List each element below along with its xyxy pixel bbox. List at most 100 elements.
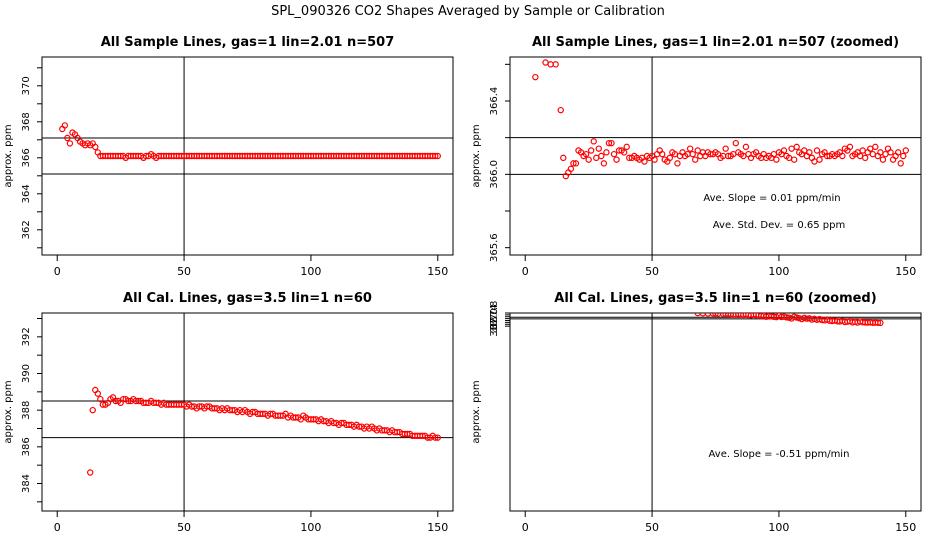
data-point bbox=[582, 150, 590, 158]
figure-title: SPL_090326 CO2 Shapes Averaged by Sample… bbox=[271, 4, 665, 19]
plot-frame bbox=[41, 56, 454, 256]
x-tick-label: 50 bbox=[645, 265, 659, 278]
data-point bbox=[623, 143, 630, 151]
y-tick-label: 366.0 bbox=[489, 160, 500, 189]
data-point bbox=[879, 156, 887, 163]
data-point bbox=[593, 154, 600, 162]
data-point bbox=[712, 313, 719, 317]
x-tick-label: 0 bbox=[54, 521, 61, 534]
data-point bbox=[595, 145, 602, 152]
chart-annotation: Ave. Std. Dev. = 0.65 ppm bbox=[713, 220, 845, 231]
data-point bbox=[608, 139, 615, 147]
chart-sample-lines-zoomed: All Sample Lines, gas=1 lin=2.01 n=507 (… bbox=[471, 35, 922, 278]
data-point bbox=[869, 150, 876, 158]
data-point bbox=[434, 152, 441, 160]
chart-title: All Sample Lines, gas=1 lin=2.01 n=507 bbox=[101, 35, 395, 50]
x-tick-label: 150 bbox=[895, 521, 916, 534]
data-point bbox=[542, 59, 549, 66]
data-point bbox=[567, 165, 575, 173]
x-tick-label: 100 bbox=[300, 521, 321, 534]
panel-sample-lines: All Sample Lines, gas=1 lin=2.01 n=507 0 5… bbox=[0, 28, 468, 284]
data-point bbox=[641, 158, 648, 165]
data-point bbox=[900, 152, 907, 160]
y-tick-label: 387.4 bbox=[489, 304, 500, 333]
data-point bbox=[806, 149, 813, 156]
data-point bbox=[434, 434, 441, 441]
x-tick-label: 50 bbox=[645, 521, 659, 534]
y-tick-label: 366 bbox=[21, 148, 32, 167]
data-point bbox=[790, 156, 798, 163]
y-tick-label: 366.4 bbox=[489, 87, 500, 116]
data-point bbox=[66, 140, 74, 147]
y-axis-label: approx. ppm bbox=[471, 380, 482, 443]
data-point bbox=[813, 147, 821, 154]
panel-sample-lines-zoomed: All Sample Lines, gas=1 lin=2.01 n=507 (… bbox=[468, 28, 936, 284]
plot-frame bbox=[509, 56, 922, 256]
chart-cal-lines: All Cal. Lines, gas=3.5 lin=1 n=60 0 50 100… bbox=[3, 291, 454, 534]
data-point bbox=[572, 160, 580, 167]
data-point bbox=[587, 147, 595, 154]
data-point bbox=[692, 156, 699, 163]
data-point bbox=[882, 150, 889, 158]
data-point bbox=[689, 150, 696, 158]
y-tick-label: 362 bbox=[21, 220, 32, 239]
y-tick-label: 368 bbox=[21, 112, 32, 131]
data-point bbox=[603, 149, 610, 156]
y-tick-label: 390 bbox=[21, 364, 32, 383]
data-point bbox=[64, 134, 71, 142]
data-point bbox=[651, 156, 658, 163]
points-series bbox=[87, 386, 441, 476]
x-tick-label: 100 bbox=[768, 521, 789, 534]
x-tick-label: 150 bbox=[427, 521, 448, 534]
data-point bbox=[61, 122, 69, 129]
y-tick-label: 365.6 bbox=[489, 233, 500, 262]
points-series bbox=[532, 59, 909, 180]
y-axis-label: approx. ppm bbox=[3, 124, 14, 187]
data-point bbox=[432, 152, 439, 160]
data-point bbox=[894, 149, 902, 156]
chart-annotation: Ave. Slope = -0.51 ppm/min bbox=[709, 449, 850, 460]
data-point bbox=[92, 143, 99, 151]
data-point bbox=[89, 406, 96, 414]
data-point bbox=[686, 145, 694, 152]
data-point bbox=[598, 152, 605, 160]
data-point bbox=[605, 139, 613, 147]
data-point bbox=[788, 145, 795, 152]
data-point bbox=[694, 147, 701, 154]
y-tick-label: 388 bbox=[21, 401, 32, 420]
data-point bbox=[816, 156, 823, 163]
y-tick-label: 370 bbox=[21, 76, 32, 95]
data-point bbox=[874, 319, 882, 326]
x-tick-label: 150 bbox=[427, 265, 448, 278]
data-point bbox=[859, 147, 866, 154]
y-tick-label: 392 bbox=[21, 327, 32, 346]
data-point bbox=[861, 154, 869, 162]
data-point bbox=[659, 150, 666, 158]
points-series bbox=[694, 313, 884, 327]
y-axis-label: approx. ppm bbox=[3, 380, 14, 443]
x-tick-label: 0 bbox=[522, 265, 529, 278]
chart-title: All Sample Lines, gas=1 lin=2.01 n=507 (… bbox=[532, 35, 899, 50]
data-point bbox=[722, 145, 729, 152]
data-point bbox=[97, 395, 104, 403]
chart-title: All Cal. Lines, gas=3.5 lin=1 n=60 bbox=[123, 291, 372, 306]
data-point bbox=[780, 147, 788, 154]
data-point bbox=[570, 160, 577, 167]
data-point bbox=[887, 149, 894, 156]
x-tick-label: 100 bbox=[300, 265, 321, 278]
chart-sample-lines: All Sample Lines, gas=1 lin=2.01 n=507 0 5… bbox=[3, 35, 454, 278]
data-point bbox=[846, 143, 854, 151]
chart-title: All Cal. Lines, gas=3.5 lin=1 n=60 (zoom… bbox=[554, 291, 876, 306]
data-point bbox=[742, 143, 750, 151]
data-point bbox=[94, 390, 102, 397]
data-point bbox=[897, 160, 904, 167]
data-point bbox=[839, 152, 846, 160]
data-point bbox=[674, 160, 681, 167]
plot-frame bbox=[509, 312, 922, 512]
y-tick-label: 387.0 bbox=[489, 308, 500, 337]
data-point bbox=[620, 149, 628, 156]
data-point bbox=[87, 469, 94, 476]
x-tick-label: 50 bbox=[177, 265, 191, 278]
data-point bbox=[872, 143, 879, 151]
data-point bbox=[557, 106, 564, 114]
